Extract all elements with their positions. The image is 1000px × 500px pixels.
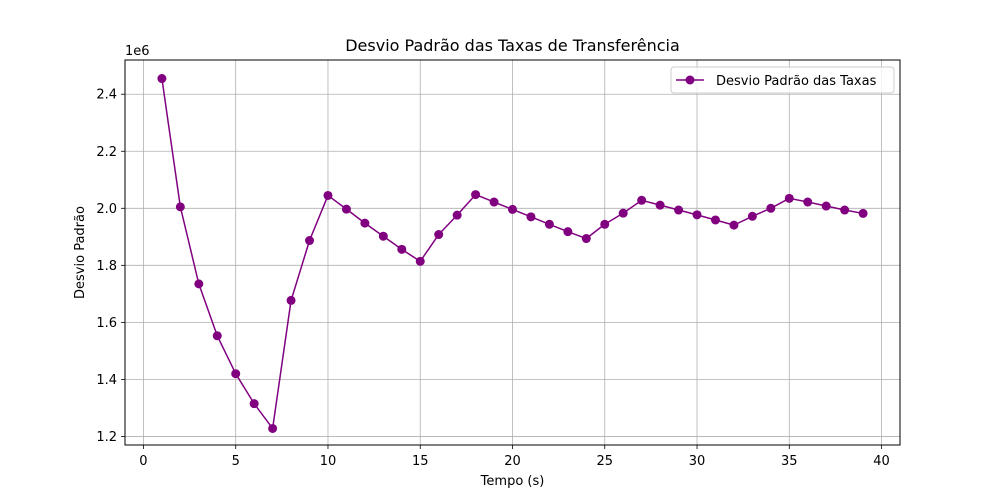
- x-tick-label: 40: [873, 454, 890, 469]
- x-tick-label: 20: [504, 454, 521, 469]
- data-point: [840, 205, 850, 215]
- series-layer: [157, 74, 868, 433]
- data-point: [858, 208, 868, 218]
- data-point: [747, 211, 757, 221]
- data-point: [194, 279, 204, 289]
- data-point: [729, 220, 739, 230]
- legend-box: [670, 66, 895, 94]
- data-point: [249, 399, 259, 409]
- data-point: [618, 208, 628, 218]
- x-tick-label: 35: [781, 454, 798, 469]
- data-point: [305, 236, 315, 246]
- x-tick-label: 5: [232, 454, 240, 469]
- data-point: [231, 369, 241, 379]
- y-tick-label: 2.4: [96, 88, 117, 103]
- data-point: [157, 74, 167, 84]
- data-point: [600, 219, 610, 229]
- data-point: [268, 423, 278, 433]
- legend-marker-swatch: [685, 75, 695, 85]
- data-point: [378, 231, 388, 241]
- x-tick-label: 30: [689, 454, 706, 469]
- data-point: [637, 195, 647, 205]
- data-point: [710, 215, 720, 225]
- data-point: [821, 201, 831, 211]
- chart-title: Desvio Padrão das Taxas de Transferência: [345, 36, 680, 55]
- x-tick-label: 10: [320, 454, 337, 469]
- data-point: [766, 203, 776, 213]
- x-tick-label: 25: [596, 454, 613, 469]
- data-point: [526, 212, 536, 222]
- data-point: [397, 244, 407, 254]
- data-point: [544, 219, 554, 229]
- data-point: [692, 210, 702, 220]
- data-point: [784, 193, 794, 203]
- data-point: [360, 218, 370, 228]
- data-point: [175, 202, 185, 212]
- data-point: [286, 295, 296, 305]
- data-point: [508, 204, 517, 214]
- data-point: [415, 256, 425, 266]
- data-point: [655, 200, 665, 210]
- data-point: [674, 205, 684, 215]
- y-tick-label: 1.6: [96, 316, 117, 331]
- x-tick-label: 15: [412, 454, 429, 469]
- legend-entry-label: Desvio Padrão das Taxas: [716, 74, 877, 89]
- y-tick-label: 2.2: [96, 145, 117, 160]
- legend: Desvio Padrão das Taxas: [670, 66, 895, 94]
- x-axis-label: Tempo (s): [480, 474, 545, 489]
- data-point: [471, 190, 481, 200]
- y-tick-label: 1.2: [96, 430, 117, 445]
- y-axis-offset-label: 1e6: [125, 44, 150, 59]
- y-tick-label: 1.4: [96, 373, 117, 388]
- data-point: [452, 210, 462, 220]
- data-point: [341, 204, 351, 214]
- data-point: [434, 230, 444, 240]
- x-tick-label: 0: [139, 454, 147, 469]
- data-point: [489, 197, 499, 207]
- data-point: [581, 234, 591, 244]
- ticks: 0 5 10 15 20 25 30 35 40 1.2 1.4 1.6 1.8 2.0 2.2 2.4: [96, 88, 890, 469]
- data-point: [563, 227, 573, 237]
- data-point: [803, 197, 813, 207]
- y-tick-label: 1.8: [96, 259, 117, 274]
- y-axis-label: Desvio Padrão: [73, 206, 88, 299]
- data-point: [323, 190, 333, 200]
- data-point: [212, 331, 222, 341]
- y-tick-label: 2.0: [96, 202, 117, 217]
